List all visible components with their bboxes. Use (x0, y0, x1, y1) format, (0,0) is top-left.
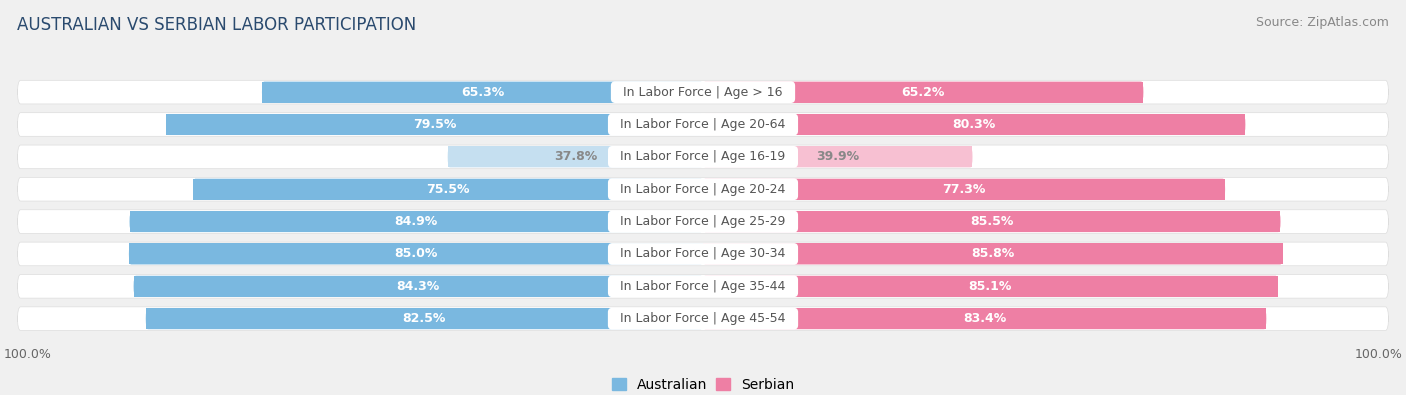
FancyBboxPatch shape (17, 145, 1389, 169)
Text: 84.3%: 84.3% (396, 280, 440, 293)
Bar (703, 276, 1278, 297)
Text: 85.0%: 85.0% (394, 247, 437, 260)
FancyBboxPatch shape (17, 177, 1389, 201)
Legend: Australian, Serbian: Australian, Serbian (612, 378, 794, 392)
FancyBboxPatch shape (703, 179, 1225, 200)
FancyBboxPatch shape (17, 113, 1389, 136)
FancyBboxPatch shape (447, 146, 703, 167)
FancyBboxPatch shape (703, 211, 1281, 232)
Text: Source: ZipAtlas.com: Source: ZipAtlas.com (1256, 16, 1389, 29)
Text: 75.5%: 75.5% (426, 183, 470, 196)
Bar (166, 114, 703, 135)
FancyBboxPatch shape (703, 308, 1267, 329)
Bar (129, 211, 703, 232)
Text: 39.9%: 39.9% (817, 150, 859, 164)
Text: 83.4%: 83.4% (963, 312, 1007, 325)
Text: In Labor Force | Age 20-24: In Labor Force | Age 20-24 (612, 183, 794, 196)
Bar (262, 82, 703, 103)
Bar (703, 146, 973, 167)
Text: 77.3%: 77.3% (942, 183, 986, 196)
Bar (134, 276, 703, 297)
Text: In Labor Force | Age 20-64: In Labor Force | Age 20-64 (612, 118, 794, 131)
Bar (703, 243, 1282, 265)
Bar (703, 179, 1225, 200)
Text: In Labor Force | Age > 16: In Labor Force | Age > 16 (616, 86, 790, 99)
FancyBboxPatch shape (17, 307, 1389, 331)
Text: In Labor Force | Age 25-29: In Labor Force | Age 25-29 (612, 215, 794, 228)
Text: 79.5%: 79.5% (413, 118, 456, 131)
Text: 85.1%: 85.1% (969, 280, 1012, 293)
Text: 65.2%: 65.2% (901, 86, 945, 99)
Bar (703, 211, 1281, 232)
Bar (193, 179, 703, 200)
Text: In Labor Force | Age 35-44: In Labor Force | Age 35-44 (612, 280, 794, 293)
FancyBboxPatch shape (703, 114, 1246, 135)
Text: 37.8%: 37.8% (554, 150, 598, 164)
Text: In Labor Force | Age 45-54: In Labor Force | Age 45-54 (612, 312, 794, 325)
FancyBboxPatch shape (166, 114, 703, 135)
Text: 80.3%: 80.3% (952, 118, 995, 131)
Text: 85.8%: 85.8% (972, 247, 1014, 260)
Text: 65.3%: 65.3% (461, 86, 505, 99)
Text: In Labor Force | Age 16-19: In Labor Force | Age 16-19 (613, 150, 793, 164)
FancyBboxPatch shape (17, 210, 1389, 233)
FancyBboxPatch shape (703, 82, 1143, 103)
FancyBboxPatch shape (262, 82, 703, 103)
Text: 85.5%: 85.5% (970, 215, 1014, 228)
FancyBboxPatch shape (17, 275, 1389, 298)
FancyBboxPatch shape (703, 146, 973, 167)
Bar (129, 243, 703, 265)
Text: In Labor Force | Age 30-34: In Labor Force | Age 30-34 (612, 247, 794, 260)
Bar (447, 146, 703, 167)
FancyBboxPatch shape (193, 179, 703, 200)
Text: AUSTRALIAN VS SERBIAN LABOR PARTICIPATION: AUSTRALIAN VS SERBIAN LABOR PARTICIPATIO… (17, 16, 416, 34)
Text: 84.9%: 84.9% (395, 215, 437, 228)
FancyBboxPatch shape (129, 211, 703, 232)
FancyBboxPatch shape (703, 243, 1282, 265)
FancyBboxPatch shape (129, 243, 703, 265)
Text: 82.5%: 82.5% (402, 312, 446, 325)
FancyBboxPatch shape (17, 80, 1389, 104)
Bar (703, 82, 1143, 103)
Bar (146, 308, 703, 329)
FancyBboxPatch shape (703, 276, 1278, 297)
Bar (703, 308, 1267, 329)
FancyBboxPatch shape (134, 276, 703, 297)
Bar (703, 114, 1246, 135)
FancyBboxPatch shape (17, 242, 1389, 266)
FancyBboxPatch shape (146, 308, 703, 329)
